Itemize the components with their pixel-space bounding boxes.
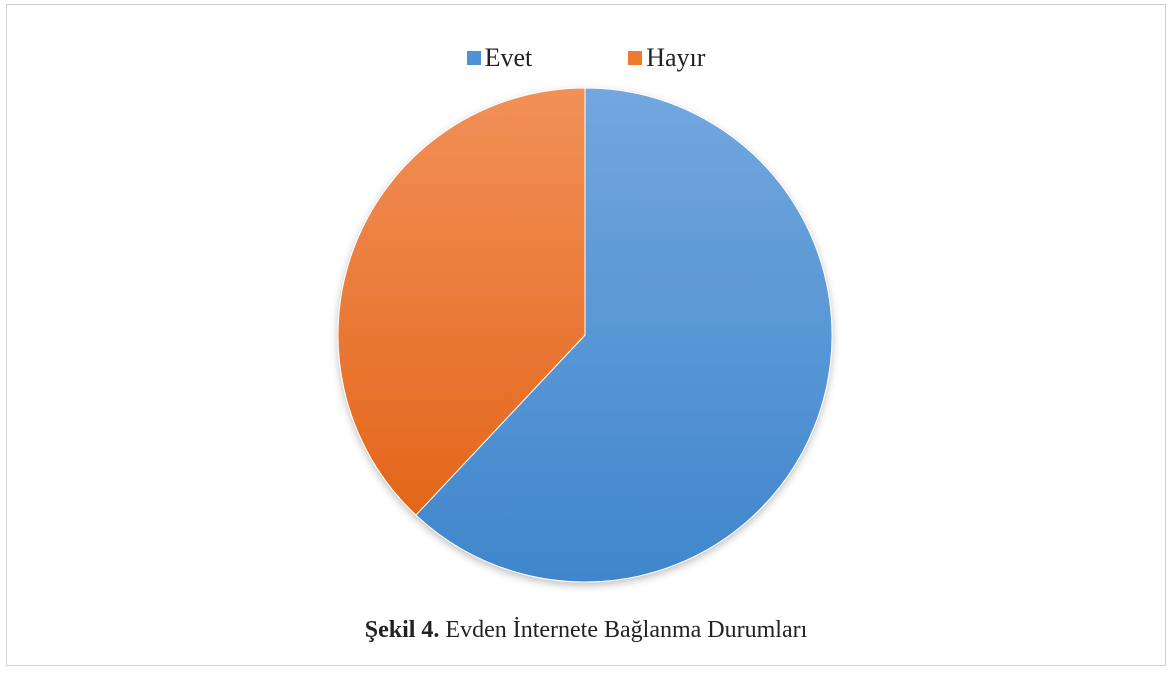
- legend-label-evet: Evet: [484, 43, 533, 72]
- pie-slice-evet: [415, 87, 833, 583]
- caption-text: Evden İnternete Bağlanma Durumları: [445, 617, 808, 643]
- legend-entry-evet: Evet: [466, 43, 533, 73]
- legend-swatch-evet: [466, 51, 481, 65]
- legend-swatch-hayir: [628, 51, 643, 65]
- chart-frame: Evet Hayır Şekil 4. Evden İnternete Bağl…: [6, 4, 1166, 666]
- legend-entry-hayir: Hayır: [628, 43, 705, 73]
- pie-slice-hayir: [337, 87, 586, 516]
- figure-caption: Şekil 4. Evden İnternete Bağlanma Duruml…: [7, 615, 1165, 645]
- pie-chart: [337, 87, 833, 583]
- caption-label: Şekil 4.: [364, 617, 440, 643]
- legend: Evet Hayır: [7, 43, 1165, 73]
- legend-label-hayir: Hayır: [646, 43, 706, 72]
